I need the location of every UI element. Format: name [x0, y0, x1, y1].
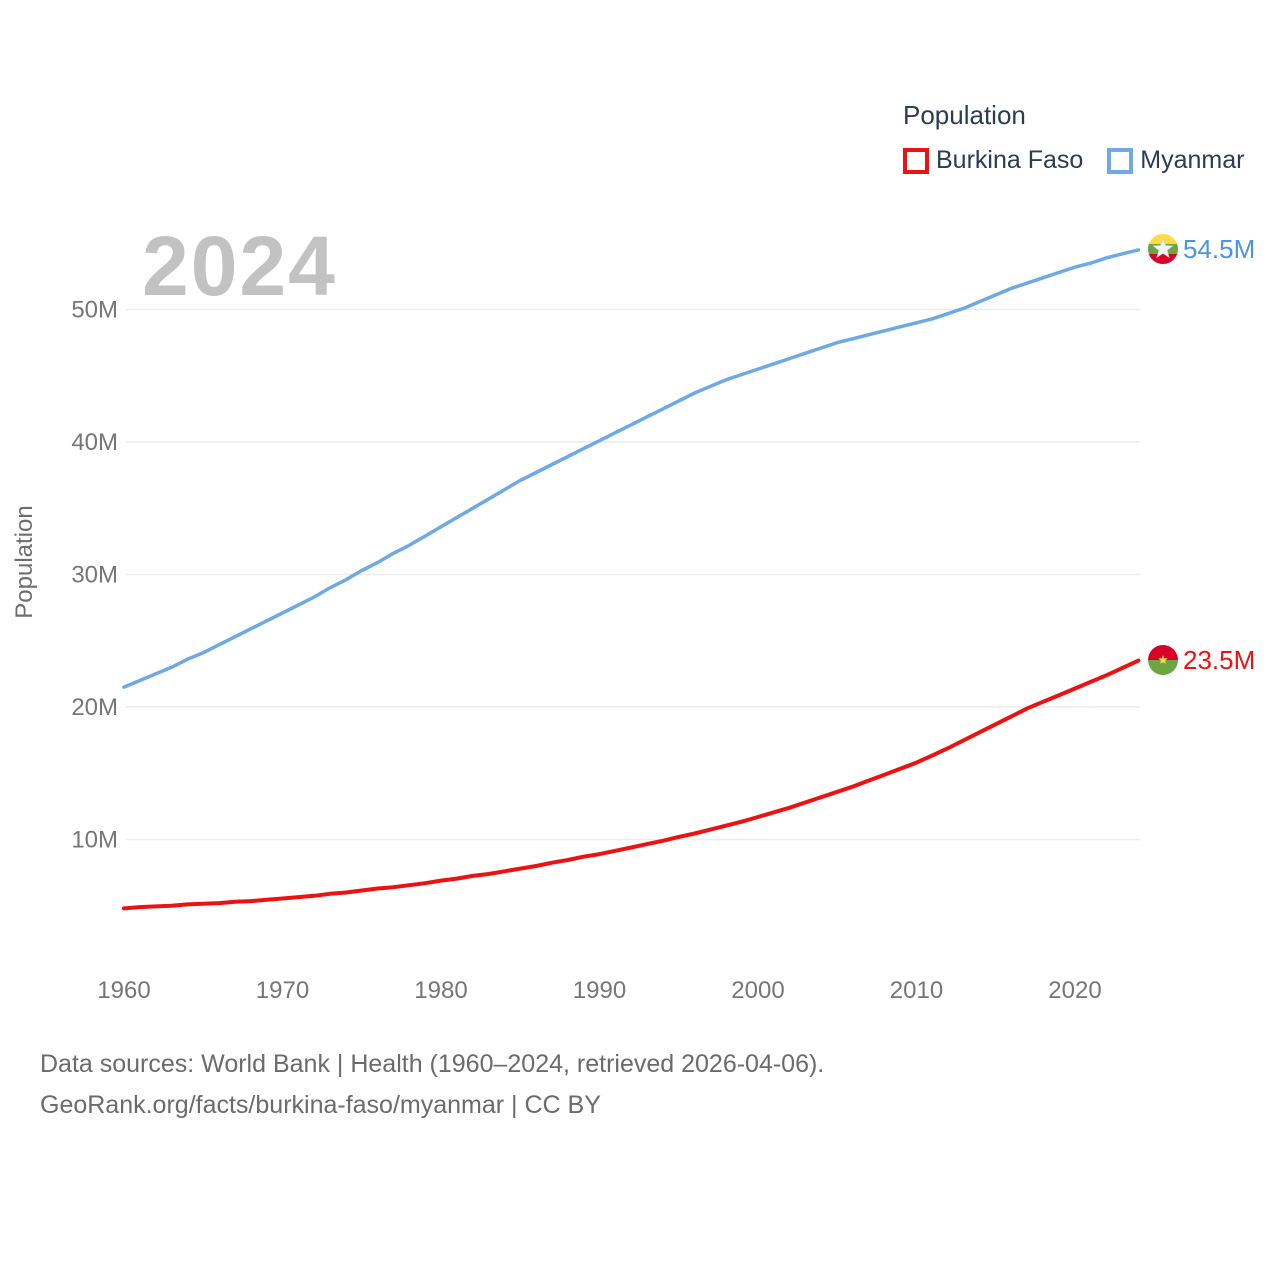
myanmar-end-value: 54.5M: [1183, 234, 1256, 264]
legend-items: Burkina Faso Myanmar: [903, 146, 1244, 175]
x-tick-2020: 2020: [1048, 977, 1101, 1004]
year-watermark: 2024: [142, 219, 337, 313]
myanmar-flag-icon: [1148, 234, 1178, 264]
y-tick-50M: 50M: [71, 297, 118, 324]
x-tick-1990: 1990: [573, 977, 626, 1004]
burkina-faso-swatch-icon: [903, 147, 929, 174]
x-tick-2010: 2010: [890, 977, 943, 1004]
x-tick-1960: 1960: [97, 977, 150, 1004]
series-line-myanmar: [122, 248, 1141, 689]
myanmar-swatch-icon: [1107, 147, 1134, 174]
legend-item-label: Myanmar: [1140, 146, 1245, 174]
attribution-line: GeoRank.org/facts/burkina-faso/myanmar |…: [40, 1091, 601, 1119]
y-tick-20M: 20M: [71, 694, 118, 721]
series-line-burkina-faso: [122, 658, 1141, 911]
legend-title: Population: [903, 100, 1026, 130]
burkina-faso-end-value: 23.5M: [1183, 645, 1256, 675]
x-tick-1980: 1980: [414, 977, 467, 1004]
data-sources-line: Data sources: World Bank | Health (1960–…: [40, 1050, 825, 1078]
x-tick-1970: 1970: [256, 977, 309, 1004]
y-tick-10M: 10M: [71, 827, 118, 854]
burkina-faso-flag-icon: [1148, 645, 1178, 675]
burkina-faso-end-label: 23.5M: [1148, 645, 1255, 675]
legend-item-label: Burkina Faso: [936, 146, 1084, 174]
footer: Data sources: World Bank | Health (1960–…: [40, 1044, 824, 1126]
legend-item-myanmar[interactable]: Myanmar: [1107, 146, 1244, 175]
legend-item-burkina-faso[interactable]: Burkina Faso: [903, 146, 1083, 175]
legend: Population Burkina Faso Myanmar: [903, 100, 1244, 175]
y-tick-40M: 40M: [71, 429, 118, 456]
myanmar-end-label: 54.5M: [1148, 234, 1255, 264]
x-tick-2000: 2000: [731, 977, 784, 1004]
y-tick-30M: 30M: [71, 562, 118, 589]
